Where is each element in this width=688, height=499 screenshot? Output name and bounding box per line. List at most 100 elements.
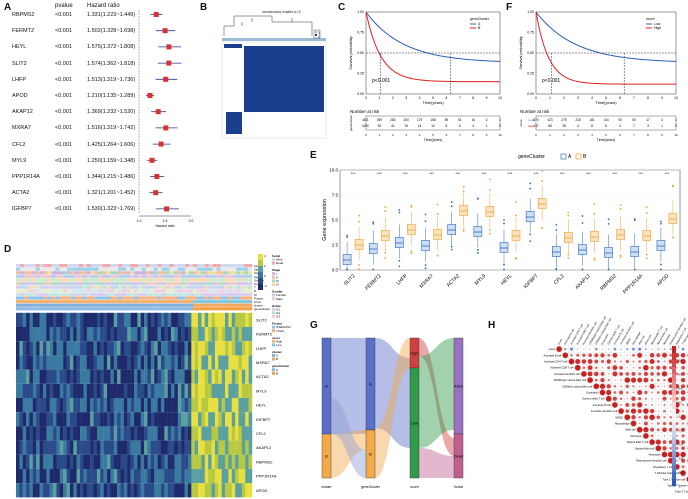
heatmap-cell <box>83 383 87 398</box>
heatmap-cell <box>96 412 101 427</box>
heatmap-annot-cell <box>149 282 154 286</box>
heatmap-cell <box>194 440 199 455</box>
heatmap-cell <box>225 312 229 327</box>
corr-scale-cell <box>672 367 676 375</box>
sankey-axis-label: cluster <box>321 485 332 489</box>
heatmap-cell <box>235 355 239 370</box>
boxplot-legend-a: A <box>568 154 572 160</box>
heatmap-annot-cell <box>90 285 95 289</box>
heatmap-cell <box>201 426 205 441</box>
heatmap-cell <box>154 454 158 469</box>
consensus-legend-1: 1 <box>318 30 321 35</box>
heatmap-annot-cell <box>145 292 150 296</box>
heatmap-annot-cell <box>16 264 21 268</box>
heatmap-cell <box>76 412 81 427</box>
heatmap-cell <box>96 426 101 441</box>
heatmap-cell <box>36 469 40 484</box>
corr-scale-cell <box>672 409 676 417</box>
heatmap-cell <box>107 369 111 384</box>
heatmap-cell <box>181 398 185 413</box>
heatmap-cell <box>221 469 226 484</box>
heatmap-annot-cell <box>169 267 174 271</box>
forest-hr-text: 1.321(1.201~1.452) <box>87 190 136 197</box>
heatmap-annot-cell <box>232 292 237 296</box>
corr-circle <box>607 366 611 370</box>
heatmap-annot-cell <box>35 292 40 296</box>
heatmap-annot-cell <box>134 307 139 311</box>
heatmap-cell <box>164 341 168 356</box>
heatmap-legend-title: cluster <box>272 350 283 354</box>
heatmap-cell <box>208 398 212 413</box>
heatmap-cell <box>42 369 47 384</box>
heatmap-annot-cell <box>78 307 84 311</box>
corr-circle <box>637 377 643 383</box>
heatmap-annot-cell <box>63 278 68 282</box>
heatmap-cell <box>123 327 128 342</box>
heatmap-annot-cell <box>196 264 202 268</box>
heatmap-cell <box>248 426 253 441</box>
corr-circle <box>675 434 678 437</box>
heatmap-annot-cell <box>161 307 166 311</box>
heatmap-cell <box>228 440 232 455</box>
heatmap-annot-cell <box>141 271 146 275</box>
heatmap-cell <box>164 426 168 441</box>
heatmap-cell <box>238 355 243 370</box>
heatmap-cell <box>204 398 209 413</box>
corr-scale-cell <box>672 360 676 368</box>
heatmap-annot-cell <box>165 285 170 289</box>
corr-cell <box>686 376 688 384</box>
boxplot-legend-swatch-a <box>560 153 567 160</box>
heatmap-annot-cell <box>82 285 87 289</box>
heatmap-cell <box>144 398 148 413</box>
corr-circle <box>657 435 659 437</box>
heatmap-annot-cell <box>59 267 64 271</box>
km-risk-value: 1 <box>675 118 677 122</box>
corr-circle <box>607 373 610 375</box>
heatmap-cell <box>171 454 175 469</box>
heatmap-cell <box>130 355 135 370</box>
heatmap-annot-cell <box>94 267 99 271</box>
heatmap-annot-cell <box>51 278 56 282</box>
boxplot-outlier <box>372 222 375 225</box>
heatmap-cell <box>248 469 253 484</box>
heatmap-annot-cell <box>244 296 249 300</box>
heatmap-annot-cell <box>71 282 76 286</box>
sankey-node-fustat-dead-label: Dead <box>454 454 464 459</box>
heatmap-annot-cell <box>220 303 225 307</box>
corr-scale-tick: 0 <box>678 415 680 419</box>
heatmap-annot-cell <box>149 264 154 268</box>
heatmap-annot-cell <box>232 300 237 304</box>
boxplot-box <box>368 243 378 254</box>
boxplot-outlier <box>515 201 517 204</box>
heatmap-cell <box>19 440 23 455</box>
sankey-flow <box>375 338 410 448</box>
heatmap-cell <box>103 341 108 356</box>
corr-scale-cell <box>672 402 676 410</box>
heatmap-annot-cell <box>98 278 103 282</box>
heatmap-annot-cell <box>204 282 209 286</box>
heatmap-annot-cell <box>134 271 139 275</box>
heatmap-annot-cell <box>173 292 178 296</box>
heatmap-cell <box>238 312 243 327</box>
heatmap-annot-cell <box>228 296 233 300</box>
boxplot-outlier <box>607 218 610 221</box>
heatmap-annot-cell <box>86 282 91 286</box>
heatmap-cell <box>80 440 84 455</box>
corr-circle <box>651 403 654 406</box>
heatmap-annot-cell <box>248 303 253 307</box>
heatmap-cell <box>90 369 94 384</box>
heatmap-cell <box>127 483 131 498</box>
heatmap-legend-title: score <box>272 336 280 340</box>
corr-col-label: Eosinophil <box>600 333 610 346</box>
heatmap-cell <box>73 369 77 384</box>
heatmap-annot-cell <box>31 271 36 275</box>
heatmap-cell <box>144 383 148 398</box>
corr-circle <box>600 377 605 383</box>
heatmap-scale-tick: 0 <box>264 274 266 278</box>
heatmap-cell <box>100 341 104 356</box>
heatmap-cell <box>164 398 168 413</box>
heatmap-cell <box>134 483 138 498</box>
heatmap-cell <box>164 440 168 455</box>
heatmap-cell <box>248 440 253 455</box>
heatmap-cell <box>113 440 118 455</box>
